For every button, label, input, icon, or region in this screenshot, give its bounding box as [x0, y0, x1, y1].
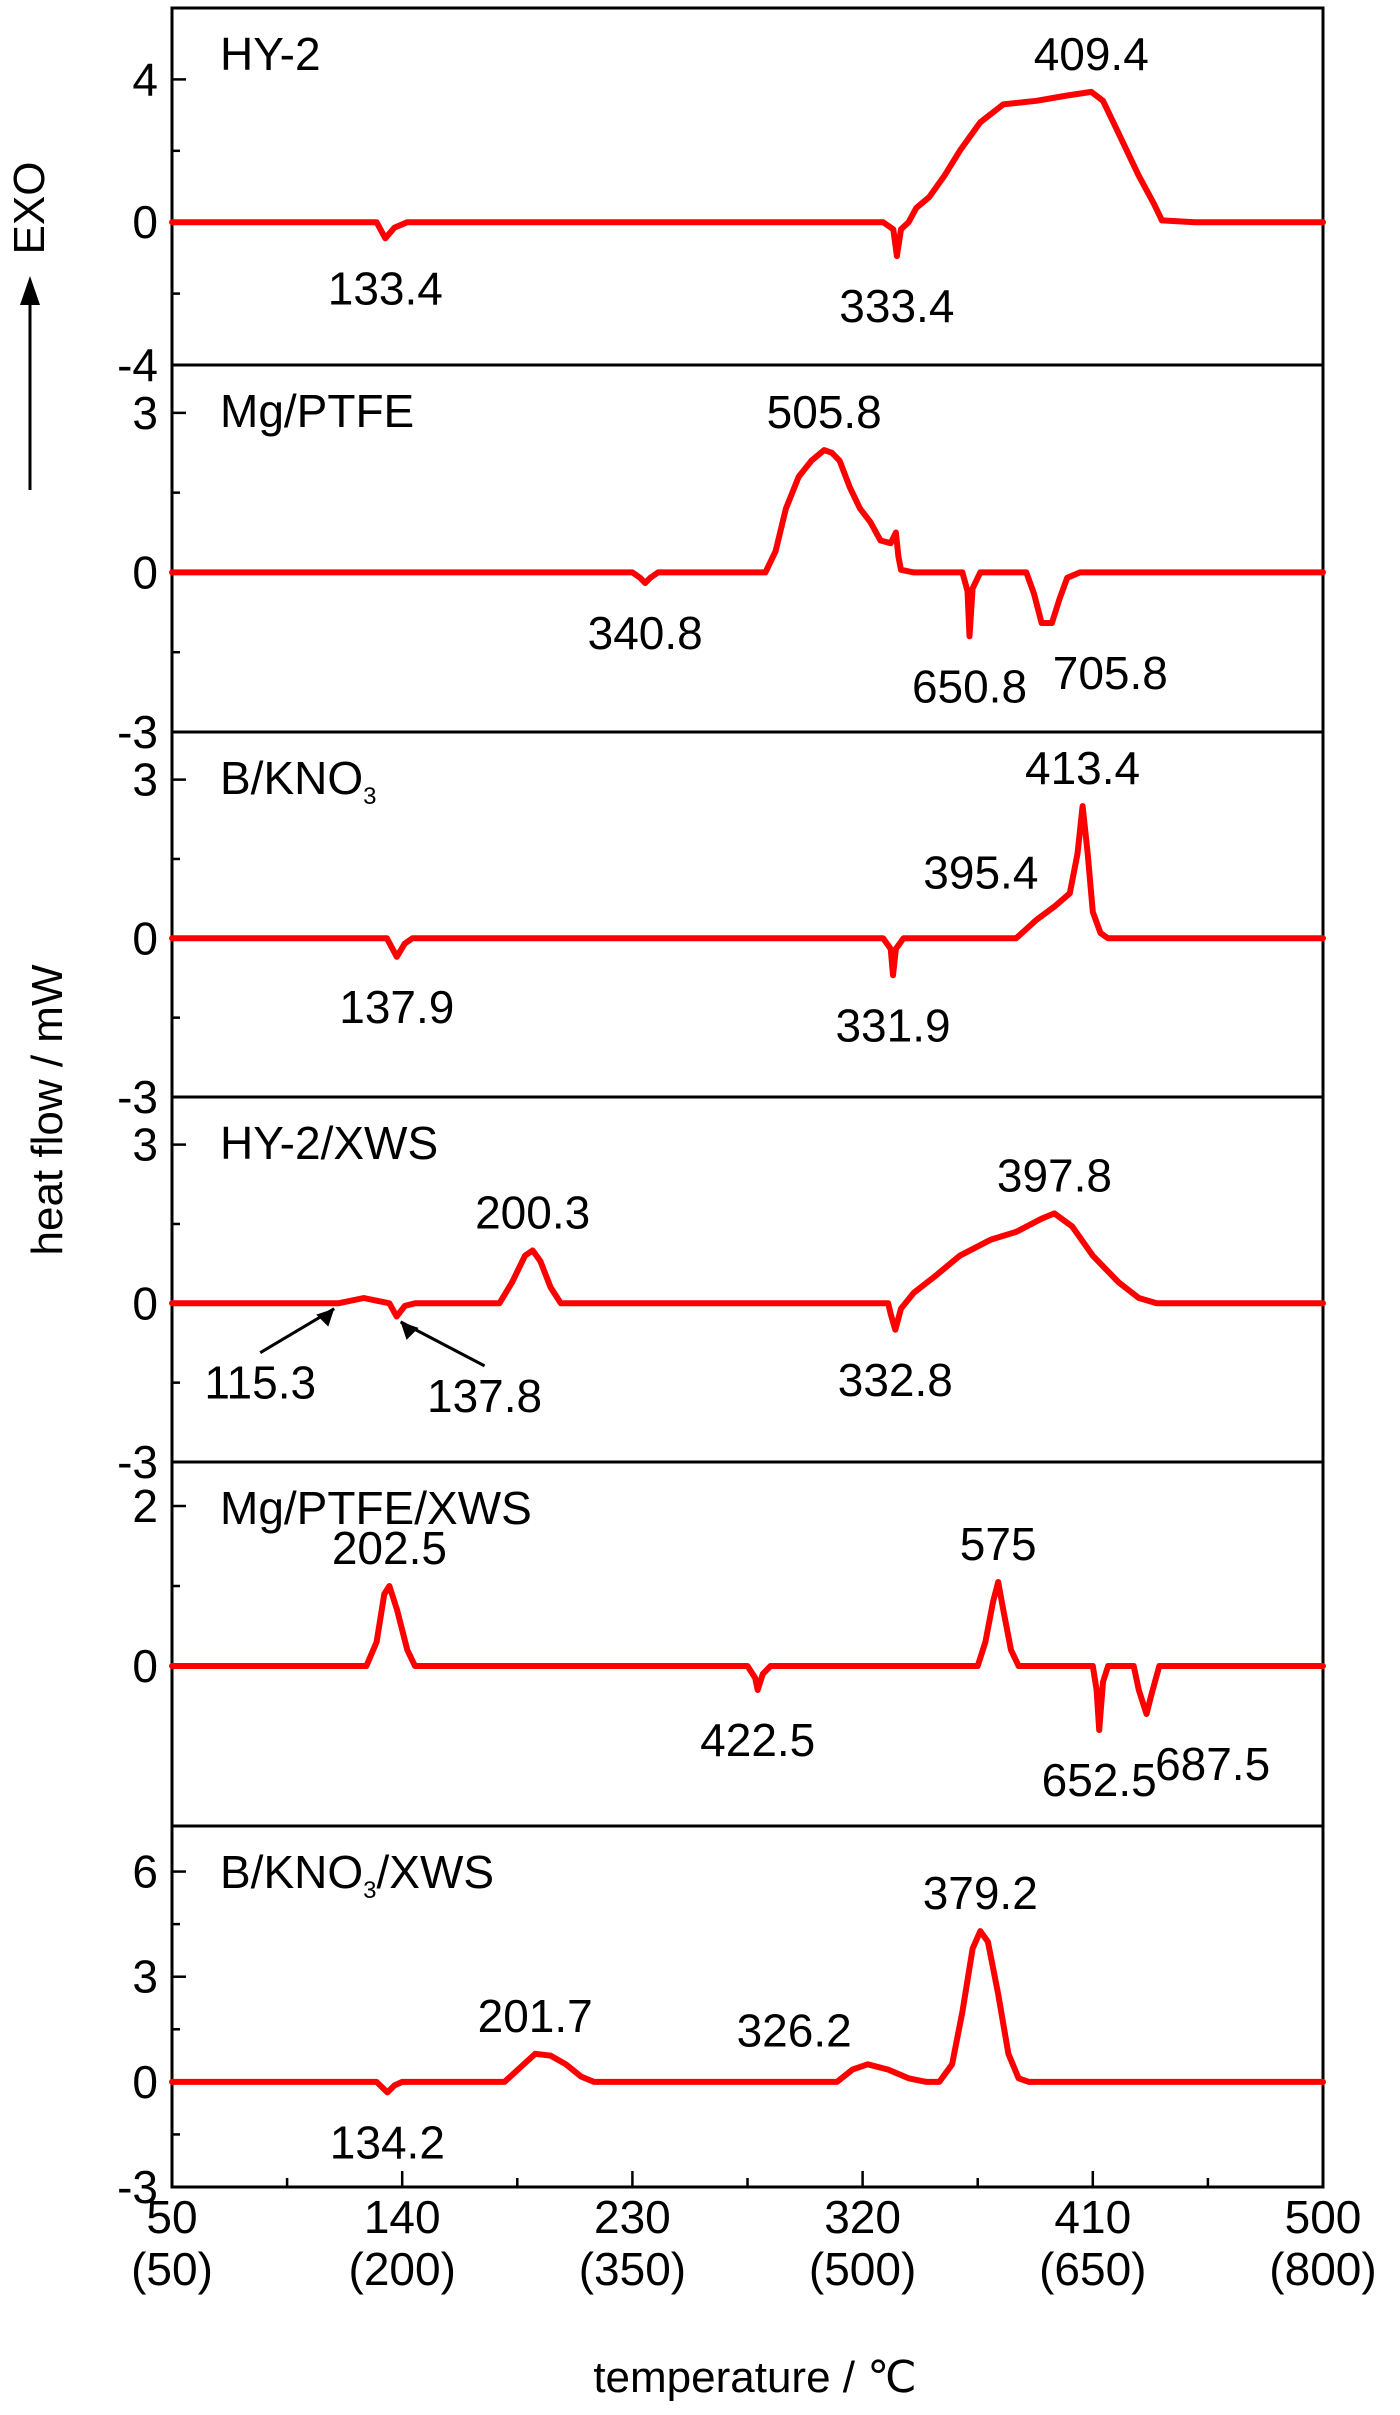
- panel-name: B/KNO3/XWS: [220, 1846, 494, 1904]
- y-tick-label: 6: [132, 1846, 158, 1898]
- panel-name: B/KNO3: [220, 752, 377, 810]
- x-tick-label: 410: [1054, 2191, 1131, 2243]
- peak-label: 413.4: [1025, 742, 1140, 794]
- y-tick-label: 2: [132, 1480, 158, 1532]
- y-tick-label: 0: [132, 1277, 158, 1329]
- peak-label: 137.8: [427, 1370, 542, 1422]
- y-tick-label: -3: [117, 2161, 158, 2213]
- exo-indicator: EXO: [5, 162, 54, 490]
- peak-label: 326.2: [737, 2004, 852, 2056]
- x-tick-sublabel: (50): [131, 2243, 213, 2295]
- y-tick-label: -3: [117, 1436, 158, 1488]
- heat-flow-curve: [169, 1210, 1326, 1333]
- peak-label: 115.3: [204, 1357, 316, 1409]
- peak-label: 397.8: [997, 1149, 1112, 1201]
- panel-2: 3 0 -3 Mg/PTFE 505.8 340.8 650.8 705.8: [117, 363, 1326, 758]
- x-tick-sublabel: (350): [579, 2243, 686, 2295]
- heat-flow-curve: [169, 1579, 1326, 1733]
- y-tick-label: 3: [132, 1951, 158, 2003]
- peak-label: 705.8: [1053, 647, 1168, 699]
- x-tick-label: 140: [364, 2191, 441, 2243]
- x-tick-label: 320: [824, 2191, 901, 2243]
- heat-flow-curve: [169, 447, 1326, 640]
- y-tick-label: 3: [132, 387, 158, 439]
- peak-label: 134.2: [330, 2116, 445, 2168]
- peak-label: 333.4: [839, 280, 954, 332]
- y-tick-label: 3: [132, 754, 158, 806]
- heat-flow-curve: [169, 88, 1326, 260]
- peak-label: 200.3: [475, 1186, 590, 1238]
- y-tick-label: -3: [117, 1071, 158, 1123]
- panel-name-subscript: 3: [363, 783, 376, 810]
- x-tick-label: 500: [1285, 2191, 1362, 2243]
- x-axis-label: temperature / ℃: [593, 2353, 916, 2402]
- exo-label: EXO: [5, 162, 54, 255]
- peak-label: 687.5: [1155, 1738, 1270, 1790]
- peak-label: 201.7: [478, 1990, 593, 2042]
- peak-label: 650.8: [912, 660, 1027, 712]
- panel-name-part: /XWS: [377, 1846, 495, 1898]
- panel-1: 4 0 -4 HY-2 409.4 133.4 333.4: [117, 6, 1326, 391]
- panel-4: 3 0 -3 HY-2/XWS 200.3 397.8 332.8 115.3 137.8: [117, 1095, 1326, 1488]
- peak-label: 422.5: [700, 1714, 815, 1766]
- peak-label: 202.5: [332, 1522, 447, 1574]
- peak-label: 331.9: [835, 999, 950, 1051]
- y-tick-label: 0: [132, 1640, 158, 1692]
- exo-arrow-head: [20, 276, 40, 305]
- peak-label: 133.4: [328, 262, 443, 314]
- y-tick-label: -4: [117, 339, 158, 391]
- heat-flow-curve: [169, 1928, 1326, 2096]
- peak-label: 379.2: [923, 1867, 1038, 1919]
- peak-label: 395.4: [923, 847, 1038, 899]
- y-tick-label: 3: [132, 1119, 158, 1171]
- x-tick-sublabel: (200): [349, 2243, 456, 2295]
- panel-name-part: Mg/PTFE/XWS: [220, 1482, 532, 1534]
- x-tick-sublabel: (800): [1269, 2243, 1376, 2295]
- y-tick-label: 0: [132, 546, 158, 598]
- panel-name-part: B/KNO: [220, 1846, 363, 1898]
- x-tick-label: 50: [146, 2191, 197, 2243]
- x-axis: 50(50) 140(200) 230(350) 320(500) 410(650) 50…: [131, 2171, 1377, 2295]
- peak-label: 575: [960, 1518, 1037, 1570]
- panel-name-part: B/KNO: [220, 752, 363, 804]
- y-tick-label: -3: [117, 706, 158, 758]
- y-tick-label: 0: [132, 196, 158, 248]
- panel-name-part: Mg/PTFE: [220, 385, 414, 437]
- peak-label: 137.9: [339, 981, 454, 1033]
- peak-label: 505.8: [767, 386, 882, 438]
- panel-name: Mg/PTFE/XWS: [220, 1482, 532, 1534]
- y-tick-label: 4: [132, 53, 158, 105]
- peak-label: 409.4: [1034, 28, 1149, 80]
- panel-name-part: HY-2: [220, 28, 321, 80]
- panel-name-part: HY-2/XWS: [220, 1117, 438, 1169]
- y-axis-label: heat flow / mW: [23, 964, 72, 1255]
- panel-name: HY-2: [220, 28, 321, 80]
- y-tick-label: 0: [132, 912, 158, 964]
- peak-label: 332.8: [838, 1354, 953, 1406]
- peak-label: 340.8: [588, 607, 703, 659]
- panel-name-subscript: 3: [363, 1877, 376, 1904]
- panel-name: HY-2/XWS: [220, 1117, 438, 1169]
- panel-name: Mg/PTFE: [220, 385, 414, 437]
- peak-label: 652.5: [1042, 1754, 1157, 1806]
- heat-flow-curve: [169, 803, 1326, 979]
- x-tick-sublabel: (650): [1039, 2243, 1146, 2295]
- x-tick-label: 230: [594, 2191, 671, 2243]
- annotation-arrow-head: [316, 1308, 335, 1327]
- annotation-arrow-head: [400, 1321, 419, 1340]
- y-tick-label: 0: [132, 2056, 158, 2108]
- x-tick-sublabel: (500): [809, 2243, 916, 2295]
